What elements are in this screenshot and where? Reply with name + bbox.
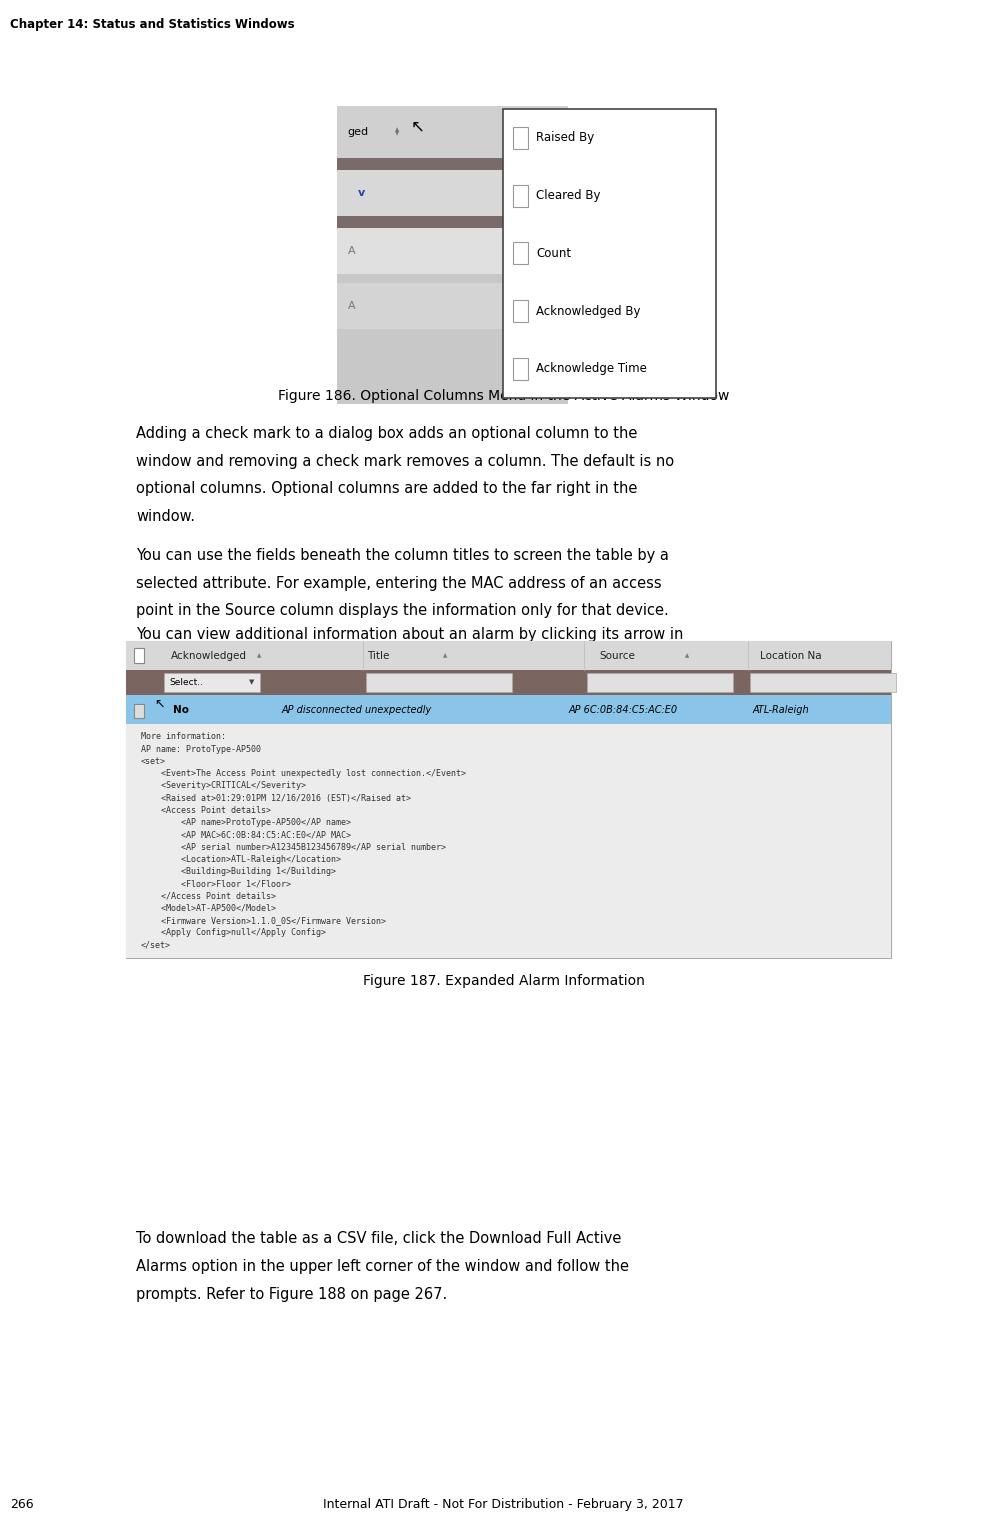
Text: Title: Title <box>368 650 390 661</box>
FancyBboxPatch shape <box>514 127 528 150</box>
Text: Count: Count <box>537 247 572 259</box>
Text: optional columns. Optional columns are added to the far right in the: optional columns. Optional columns are a… <box>136 481 637 496</box>
Text: Adding a check mark to a dialog box adds an optional column to the: Adding a check mark to a dialog box adds… <box>136 426 637 441</box>
Text: Cleared By: Cleared By <box>537 189 601 201</box>
Text: ▲: ▲ <box>257 653 261 658</box>
Text: ↖: ↖ <box>154 697 164 710</box>
FancyBboxPatch shape <box>337 284 568 330</box>
Text: Chapter 14: Status and Statistics Windows: Chapter 14: Status and Statistics Window… <box>10 18 295 32</box>
FancyBboxPatch shape <box>126 641 891 958</box>
FancyBboxPatch shape <box>337 159 568 169</box>
Text: Figure 186. Optional Columns Menu in the Active Alarms Window: Figure 186. Optional Columns Menu in the… <box>278 389 729 403</box>
Text: Acknowledged: Acknowledged <box>171 650 247 661</box>
Text: No: No <box>173 705 189 714</box>
Text: point in the Source column displays the information only for that device.: point in the Source column displays the … <box>136 603 669 618</box>
FancyBboxPatch shape <box>337 227 568 275</box>
Text: To download the table as a CSV file, click the Download Full Active: To download the table as a CSV file, cli… <box>136 1231 621 1247</box>
FancyBboxPatch shape <box>126 725 891 958</box>
Text: <Apply Config>null</Apply Config>: <Apply Config>null</Apply Config> <box>141 928 326 937</box>
Text: More information:: More information: <box>141 732 226 742</box>
FancyBboxPatch shape <box>337 169 568 217</box>
Text: ▲: ▲ <box>443 653 447 658</box>
FancyBboxPatch shape <box>750 673 896 693</box>
Text: </set>: </set> <box>141 940 171 949</box>
FancyBboxPatch shape <box>337 107 568 404</box>
Text: AP disconnected unexpectedly: AP disconnected unexpectedly <box>282 705 432 714</box>
Text: <AP MAC>6C:0B:84:C5:AC:E0</AP MAC>: <AP MAC>6C:0B:84:C5:AC:E0</AP MAC> <box>141 830 351 839</box>
FancyBboxPatch shape <box>587 673 733 693</box>
FancyBboxPatch shape <box>504 108 716 398</box>
FancyBboxPatch shape <box>164 673 260 693</box>
Text: window.: window. <box>136 510 195 523</box>
FancyBboxPatch shape <box>514 185 528 206</box>
FancyBboxPatch shape <box>514 243 528 264</box>
Text: cte: cte <box>546 246 563 256</box>
Text: A: A <box>347 301 355 311</box>
FancyBboxPatch shape <box>337 107 568 159</box>
Text: AP name: ProtoType-AP500: AP name: ProtoType-AP500 <box>141 745 261 754</box>
Text: Select..: Select.. <box>169 678 203 687</box>
FancyBboxPatch shape <box>126 641 891 670</box>
Text: <Access Point details>: <Access Point details> <box>141 806 271 815</box>
FancyBboxPatch shape <box>366 673 512 693</box>
Text: <AP serial number>A12345B123456789</AP serial number>: <AP serial number>A12345B123456789</AP s… <box>141 842 446 852</box>
FancyBboxPatch shape <box>514 301 528 322</box>
FancyBboxPatch shape <box>514 357 528 380</box>
Text: cte: cte <box>546 301 563 311</box>
Text: Alarms option in the upper left corner of the window and follow the: Alarms option in the upper left corner o… <box>136 1259 629 1274</box>
Text: ▲
▼: ▲ ▼ <box>395 128 399 137</box>
Text: You can use the fields beneath the column titles to screen the table by a: You can use the fields beneath the colum… <box>136 548 669 563</box>
Text: <Floor>Floor 1</Floor>: <Floor>Floor 1</Floor> <box>141 879 291 888</box>
Text: Location Na: Location Na <box>760 650 822 661</box>
Text: <AP name>ProtoType-AP500</AP name>: <AP name>ProtoType-AP500</AP name> <box>141 818 351 827</box>
Text: Source: Source <box>599 650 635 661</box>
Text: <Location>ATL-Raleigh</Location>: <Location>ATL-Raleigh</Location> <box>141 855 341 864</box>
Text: You can view additional information about an alarm by clicking its arrow in: You can view additional information abou… <box>136 627 684 642</box>
Text: Acknowledge Time: Acknowledge Time <box>537 362 648 375</box>
FancyBboxPatch shape <box>126 670 891 694</box>
FancyBboxPatch shape <box>337 275 568 284</box>
Text: AP 6C:0B:84:C5:AC:E0: AP 6C:0B:84:C5:AC:E0 <box>569 705 678 714</box>
FancyBboxPatch shape <box>126 694 891 725</box>
Text: prompts. Refer to Figure 188 on page 267.: prompts. Refer to Figure 188 on page 267… <box>136 1286 447 1302</box>
FancyBboxPatch shape <box>134 703 144 719</box>
Text: Figure 187. Expanded Alarm Information: Figure 187. Expanded Alarm Information <box>363 974 644 987</box>
Text: ▲: ▲ <box>685 653 689 658</box>
Text: v: v <box>357 188 365 198</box>
FancyBboxPatch shape <box>134 649 144 662</box>
Text: Raised By: Raised By <box>537 131 595 145</box>
Text: window and removing a check mark removes a column. The default is no: window and removing a check mark removes… <box>136 453 674 468</box>
Text: <Event>The Access Point unexpectedly lost connection.</Event>: <Event>The Access Point unexpectedly los… <box>141 769 466 778</box>
Text: <Severity>CRITICAL</Severity>: <Severity>CRITICAL</Severity> <box>141 781 306 790</box>
Text: ↖: ↖ <box>411 118 425 136</box>
Text: <Model>AT-AP500</Model>: <Model>AT-AP500</Model> <box>141 903 276 913</box>
Text: </Access Point details>: </Access Point details> <box>141 891 276 900</box>
Text: 266: 266 <box>10 1497 33 1511</box>
FancyBboxPatch shape <box>337 217 568 227</box>
Text: ATL-Raleigh: ATL-Raleigh <box>752 705 809 714</box>
Text: A: A <box>347 246 355 256</box>
Text: Acknowledged By: Acknowledged By <box>537 305 641 317</box>
Text: ged: ged <box>347 127 369 137</box>
Text: <Raised at>01:29:01PM 12/16/2016 (EST)</Raised at>: <Raised at>01:29:01PM 12/16/2016 (EST)</… <box>141 794 411 803</box>
Text: the second column in the window. Refer to Figure 187.: the second column in the window. Refer t… <box>136 655 535 670</box>
Text: <set>: <set> <box>141 757 166 766</box>
Text: Internal ATI Draft - Not For Distribution - February 3, 2017: Internal ATI Draft - Not For Distributio… <box>323 1497 684 1511</box>
Text: selected attribute. For example, entering the MAC address of an access: selected attribute. For example, enterin… <box>136 575 662 591</box>
Text: <Building>Building 1</Building>: <Building>Building 1</Building> <box>141 867 336 876</box>
Text: ▼: ▼ <box>250 679 255 685</box>
Text: <Firmware Version>1.1.0_0S</Firmware Version>: <Firmware Version>1.1.0_0S</Firmware Ver… <box>141 916 386 925</box>
